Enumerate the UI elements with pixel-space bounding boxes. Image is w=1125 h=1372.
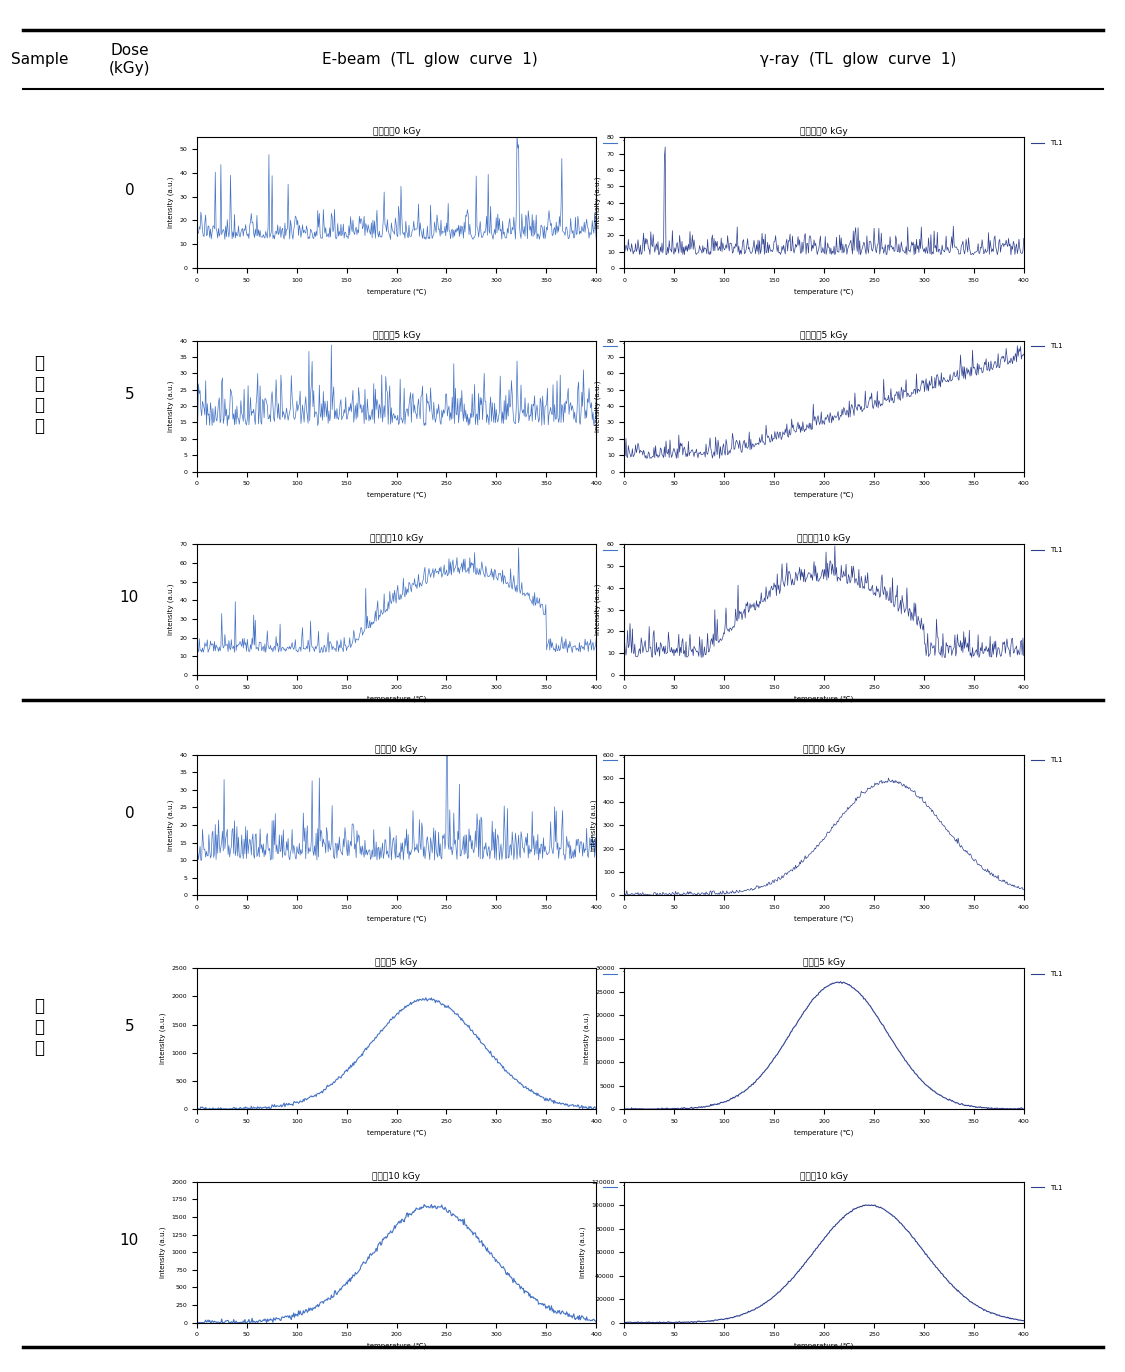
Legend: TL1: TL1 <box>1028 755 1065 766</box>
Legend: TL1: TL1 <box>601 545 638 556</box>
Legend: TL1: TL1 <box>601 1181 638 1194</box>
Text: 10: 10 <box>119 590 140 605</box>
Legend: TL1: TL1 <box>601 755 638 766</box>
Y-axis label: intensity (a.u.): intensity (a.u.) <box>579 1227 586 1277</box>
X-axis label: temperature (℃): temperature (℃) <box>794 288 854 295</box>
Text: 레
멘
홍
차: 레 멘 홍 차 <box>35 354 44 435</box>
Legend: TL1: TL1 <box>601 137 638 148</box>
Title: 보리차10 kGy: 보리차10 kGy <box>800 1172 848 1181</box>
Title: 보리차10 kGy: 보리차10 kGy <box>372 1172 421 1181</box>
Title: 보리차0 kGy: 보리차0 kGy <box>803 745 845 753</box>
Text: Dose
(kGy): Dose (kGy) <box>109 44 150 75</box>
X-axis label: temperature (℃): temperature (℃) <box>794 1343 854 1350</box>
Legend: TL1: TL1 <box>601 969 638 980</box>
Title: 보리차5 kGy: 보리차5 kGy <box>803 959 845 967</box>
Legend: TL1: TL1 <box>1028 969 1065 980</box>
Title: 레몬홍차0 kGy: 레몬홍차0 kGy <box>372 128 421 136</box>
Text: 5: 5 <box>125 1019 134 1034</box>
Text: γ-ray  (TL  glow  curve  1): γ-ray (TL glow curve 1) <box>759 52 956 67</box>
Title: 보리차0 kGy: 보리차0 kGy <box>376 745 417 753</box>
X-axis label: temperature (℃): temperature (℃) <box>367 288 426 295</box>
Text: 보
리
차: 보 리 차 <box>35 997 44 1056</box>
Title: 보리차5 kGy: 보리차5 kGy <box>376 959 417 967</box>
X-axis label: temperature (℃): temperature (℃) <box>794 1129 854 1136</box>
X-axis label: temperature (℃): temperature (℃) <box>367 915 426 922</box>
Legend: TL1: TL1 <box>601 340 638 353</box>
Title: 레몬홍차0 kGy: 레몬홍차0 kGy <box>800 128 848 136</box>
Y-axis label: intensity (a.u.): intensity (a.u.) <box>591 800 597 851</box>
Y-axis label: intensity (a.u.): intensity (a.u.) <box>168 800 173 851</box>
X-axis label: temperature (℃): temperature (℃) <box>794 696 854 702</box>
Text: Sample: Sample <box>10 52 69 67</box>
Title: 레몬홍차10 kGy: 레몬홍차10 kGy <box>798 535 850 543</box>
Y-axis label: intensity (a.u.): intensity (a.u.) <box>168 584 173 635</box>
X-axis label: temperature (℃): temperature (℃) <box>367 491 426 498</box>
Y-axis label: intensity (a.u.): intensity (a.u.) <box>160 1227 166 1277</box>
Y-axis label: intensity (a.u.): intensity (a.u.) <box>595 584 601 635</box>
Y-axis label: intensity (a.u.): intensity (a.u.) <box>160 1013 166 1065</box>
Y-axis label: intensity (a.u.): intensity (a.u.) <box>168 177 173 228</box>
Legend: TL1: TL1 <box>1028 545 1065 556</box>
Legend: TL1: TL1 <box>1028 1181 1065 1194</box>
Title: 레몬홍차5 kGy: 레몬홍차5 kGy <box>372 331 421 340</box>
Text: 0: 0 <box>125 184 134 199</box>
X-axis label: temperature (℃): temperature (℃) <box>794 915 854 922</box>
X-axis label: temperature (℃): temperature (℃) <box>367 1343 426 1350</box>
X-axis label: temperature (℃): temperature (℃) <box>794 491 854 498</box>
Text: 0: 0 <box>125 805 134 820</box>
Y-axis label: intensity (a.u.): intensity (a.u.) <box>595 380 601 432</box>
Text: 10: 10 <box>119 1233 140 1249</box>
Y-axis label: intensity (a.u.): intensity (a.u.) <box>168 380 173 432</box>
Y-axis label: intensity (a.u.): intensity (a.u.) <box>595 177 601 228</box>
X-axis label: temperature (℃): temperature (℃) <box>367 696 426 702</box>
X-axis label: temperature (℃): temperature (℃) <box>367 1129 426 1136</box>
Text: E-beam  (TL  glow  curve  1): E-beam (TL glow curve 1) <box>323 52 538 67</box>
Text: 5: 5 <box>125 387 134 402</box>
Legend: TL1: TL1 <box>1028 137 1065 148</box>
Title: 레몬홍차5 kGy: 레몬홍차5 kGy <box>800 331 848 340</box>
Y-axis label: intensity (a.u.): intensity (a.u.) <box>583 1013 590 1065</box>
Legend: TL1: TL1 <box>1028 340 1065 353</box>
Title: 레몬홍차10 kGy: 레몬홍차10 kGy <box>370 535 423 543</box>
